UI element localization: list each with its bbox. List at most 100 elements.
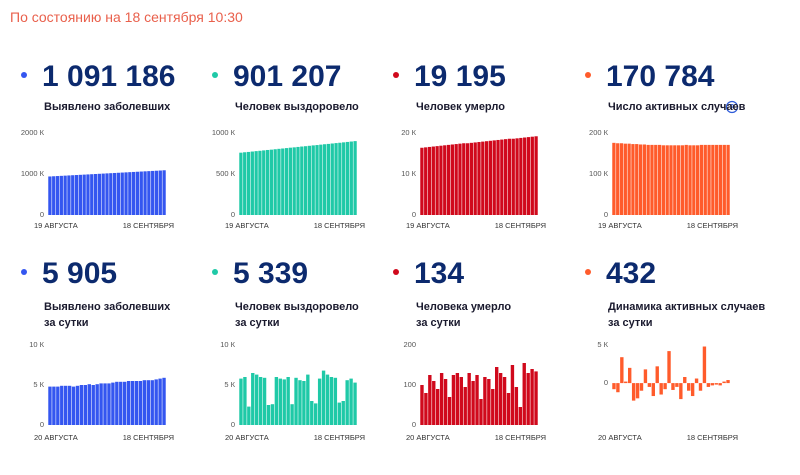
bar	[101, 173, 105, 215]
bullet	[585, 72, 591, 78]
bar	[303, 146, 308, 215]
bar	[673, 145, 677, 215]
x-tick-label: 18 СЕНТЯБРЯ	[123, 433, 174, 442]
bar	[337, 402, 341, 425]
bar	[315, 145, 319, 215]
bar	[718, 144, 723, 215]
bar	[78, 174, 82, 215]
y-tick-label: 200	[403, 340, 416, 349]
bar	[639, 383, 644, 391]
bar	[302, 381, 306, 425]
headline-value: 5 339	[233, 257, 308, 290]
bar	[657, 144, 662, 215]
y-tick-label: 0	[231, 420, 235, 429]
bar	[353, 141, 357, 215]
bar	[477, 142, 481, 215]
bar	[439, 145, 443, 215]
y-tick-label: 5 К	[33, 380, 44, 389]
bar	[424, 393, 428, 425]
bar	[698, 383, 703, 391]
metric-label: за сутки	[416, 317, 461, 329]
bar	[82, 174, 86, 215]
bar	[93, 174, 98, 215]
bar	[694, 378, 699, 384]
bar	[427, 146, 432, 215]
bar	[111, 382, 115, 425]
bar	[436, 389, 440, 425]
x-tick-label: 18 СЕНТЯБРЯ	[495, 221, 546, 230]
bar	[270, 404, 275, 425]
bar	[273, 149, 277, 215]
bar	[146, 380, 150, 425]
headline-value: 901 207	[233, 60, 341, 93]
bar	[465, 143, 470, 215]
x-tick-label: 18 СЕНТЯБРЯ	[687, 221, 738, 230]
bar	[669, 145, 673, 215]
bar	[692, 145, 696, 215]
bar	[654, 144, 658, 215]
x-tick-label: 19 АВГУСТА	[225, 221, 269, 230]
bar	[294, 377, 298, 425]
bar	[612, 383, 616, 390]
bar	[75, 385, 80, 425]
bar	[459, 377, 463, 425]
bar	[683, 377, 687, 384]
bar	[116, 172, 121, 215]
bar	[243, 152, 247, 215]
bar	[471, 381, 475, 425]
headline-value: 134	[414, 257, 464, 290]
bullet	[21, 72, 27, 78]
bar	[323, 144, 327, 215]
bar	[703, 144, 707, 215]
bar	[150, 380, 154, 425]
help-icon[interactable]: ?	[725, 100, 739, 114]
bar	[635, 144, 639, 215]
bar	[711, 144, 715, 215]
bar	[671, 383, 675, 390]
bar	[349, 378, 353, 425]
y-tick-label: 100	[403, 380, 416, 389]
bar	[278, 378, 282, 425]
bar	[722, 144, 726, 215]
bar	[484, 141, 489, 215]
bar	[64, 385, 68, 425]
bar	[91, 385, 95, 425]
bar	[266, 405, 271, 425]
bar	[321, 370, 326, 425]
x-tick-label: 20 АВГУСТА	[34, 433, 78, 442]
bar	[432, 381, 436, 425]
bar	[526, 373, 530, 425]
metric-label: Человек выздоровело	[235, 301, 359, 313]
metric-label: Выявлено заболевших	[44, 301, 171, 313]
bar	[718, 383, 722, 386]
y-tick-label: 10 К	[401, 169, 416, 178]
bar	[663, 383, 667, 390]
bar	[306, 374, 310, 425]
bar	[502, 377, 507, 425]
bar	[696, 145, 700, 215]
metric-label: за сутки	[44, 317, 89, 329]
bar	[317, 378, 322, 425]
bar	[623, 143, 627, 215]
bar	[310, 401, 314, 425]
bar	[326, 143, 331, 215]
bar	[619, 143, 624, 215]
bar	[450, 144, 454, 215]
bar	[158, 170, 162, 215]
bar	[239, 378, 243, 425]
bar	[251, 373, 255, 425]
x-tick-label: 19 АВГУСТА	[598, 221, 642, 230]
y-tick-label: 2000 К	[21, 128, 45, 137]
bar	[631, 144, 635, 215]
bar	[479, 399, 483, 425]
bar	[353, 382, 357, 425]
y-tick-label: 0	[40, 420, 44, 429]
bar	[498, 373, 503, 425]
bar	[147, 171, 151, 215]
y-tick-label: 5 К	[597, 340, 608, 349]
headline-value: 432	[606, 257, 656, 290]
bar	[262, 377, 267, 425]
bar	[526, 137, 531, 215]
bar	[48, 386, 52, 425]
bar	[134, 381, 139, 425]
